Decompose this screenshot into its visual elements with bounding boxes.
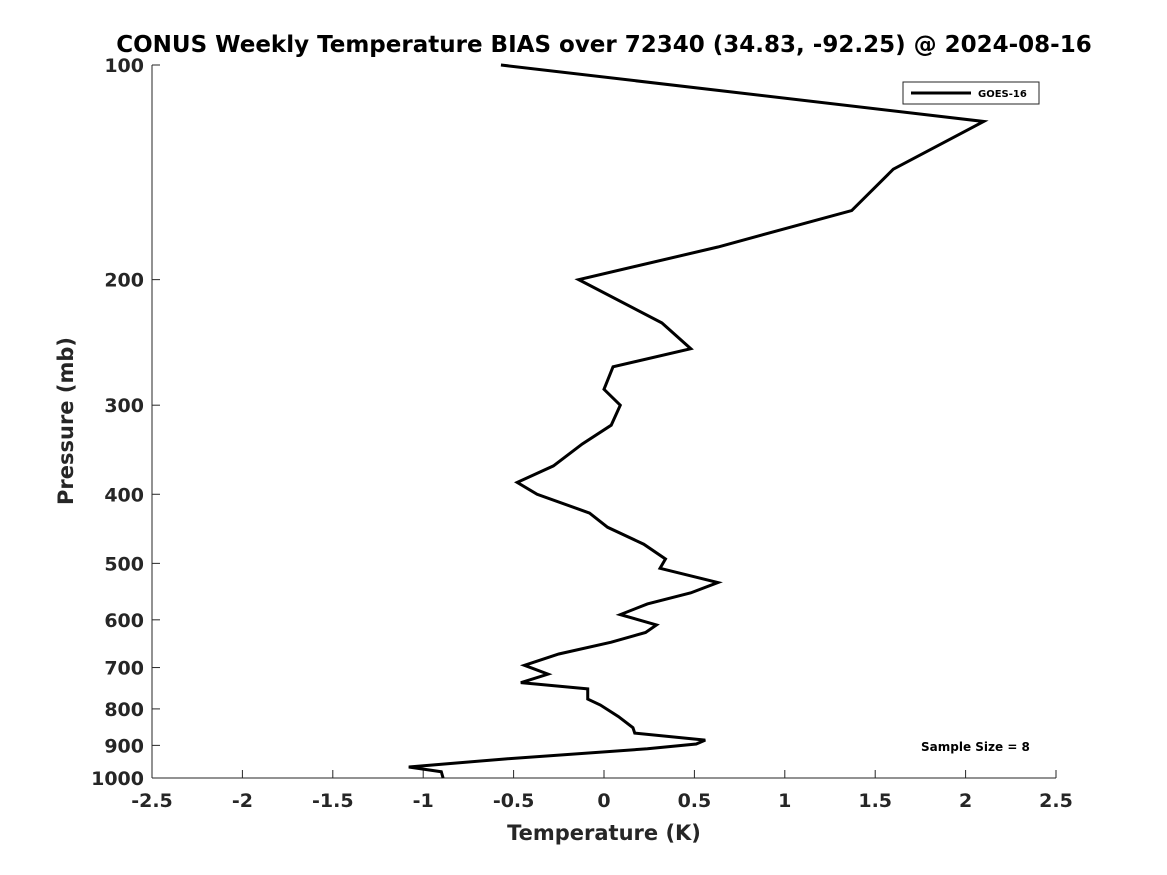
x-tick-label: -2.5 <box>131 790 173 812</box>
y-tick-label: 700 <box>104 658 144 680</box>
sample-size-annotation: Sample Size = 8 <box>921 740 1030 754</box>
y-tick-label: 900 <box>104 735 144 757</box>
y-tick-label: 300 <box>104 395 144 417</box>
x-tick-label: -2 <box>232 790 253 812</box>
series-line-goes-16 <box>408 63 989 779</box>
y-tick-label: 200 <box>104 270 144 292</box>
x-tick-label: 0 <box>597 790 610 812</box>
x-tick-label: -1.5 <box>312 790 354 812</box>
x-tick-label: 2 <box>959 790 972 812</box>
axes <box>151 65 1056 779</box>
y-tick-label: 500 <box>104 553 144 575</box>
x-tick-label: 0.5 <box>678 790 712 812</box>
x-tick-label: 1.5 <box>858 790 892 812</box>
x-tick-label: -0.5 <box>493 790 535 812</box>
y-ticks: 100 200 300 400 500 600 700 800 900 1000 <box>91 55 160 790</box>
x-tick-label: 1 <box>778 790 791 812</box>
x-axis-label: Temperature (K) <box>507 821 701 845</box>
y-tick-label: 100 <box>104 55 144 77</box>
y-tick-label: 800 <box>104 699 144 721</box>
x-tick-label: 2.5 <box>1039 790 1073 812</box>
legend-label-goes-16: GOES-16 <box>978 89 1027 100</box>
chart-title: CONUS Weekly Temperature BIAS over 72340… <box>116 32 1091 58</box>
series-group <box>408 63 989 779</box>
x-ticks: -2.5 -2 -1.5 -1 -0.5 0 0.5 1 1.5 2 2.5 <box>131 770 1073 812</box>
y-tick-label: 600 <box>104 610 144 632</box>
x-tick-label: -1 <box>413 790 434 812</box>
y-tick-label: 400 <box>104 484 144 506</box>
legend: GOES-16 <box>902 81 1040 105</box>
y-tick-label: 1000 <box>91 768 144 790</box>
y-axis-label: Pressure (mb) <box>54 337 78 505</box>
